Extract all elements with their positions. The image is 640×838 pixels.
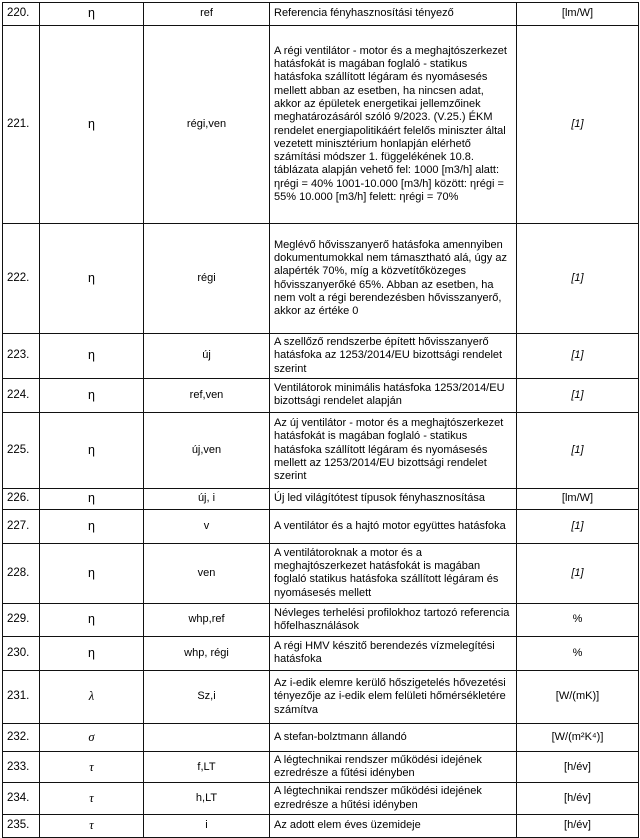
subscript-cell: whp, régi bbox=[143, 635, 270, 671]
subscript-cell: régi,ven bbox=[143, 25, 270, 224]
subscript-cell: Sz,i bbox=[143, 669, 270, 724]
unit-cell: [1] bbox=[516, 411, 639, 489]
row-number-cell: 228. bbox=[2, 542, 40, 604]
description-cell: A szellőző rendszerbe épített hővisszany… bbox=[269, 333, 517, 379]
table-row: 228. η ven A ventilátoroknak a motor és a m… bbox=[2, 542, 639, 604]
unit-cell: % bbox=[516, 602, 639, 637]
description-cell: Az adott elem éves üzemideje bbox=[269, 814, 517, 838]
description-cell: Ventilátorok minimális hatásfoka 1253/20… bbox=[269, 377, 517, 413]
row-number-cell: 223. bbox=[2, 333, 40, 379]
row-number-cell: 230. bbox=[2, 635, 40, 671]
table-row: 227. η v A ventilátor és a hajtó motor együ… bbox=[2, 508, 639, 544]
table-row: 221. η régi,ven A régi ventilátor - motor é… bbox=[2, 25, 639, 224]
symbol-cell: λ bbox=[39, 669, 144, 724]
description-cell: Meglévő hővisszanyerő hatásfoka amennyib… bbox=[269, 223, 517, 334]
symbol-cell: η bbox=[39, 25, 144, 224]
table-row: 232. σ A stefan-bolztmann állandó [W/(m²K⁴)… bbox=[2, 722, 639, 752]
symbol-cell: η bbox=[39, 333, 144, 379]
table-row: 220. η ref Referencia fényhasznosítási tény… bbox=[2, 2, 639, 26]
subscript-cell: új,ven bbox=[143, 411, 270, 489]
table-row: 222. η régi Meglévő hővisszanyerő hatásfoka… bbox=[2, 223, 639, 334]
table-row: 235. τ i Az adott elem éves üzemideje [h/év] bbox=[2, 814, 639, 838]
subscript-cell: f,LT bbox=[143, 750, 270, 784]
subscript-cell: ref bbox=[143, 2, 270, 26]
unit-cell: [h/év] bbox=[516, 782, 639, 816]
row-number-cell: 221. bbox=[2, 25, 40, 224]
row-number-cell: 233. bbox=[2, 750, 40, 784]
unit-cell: % bbox=[516, 635, 639, 671]
table-row: 234. τ h,LT A légtechnikai rendszer működés… bbox=[2, 782, 639, 816]
symbol-cell: η bbox=[39, 542, 144, 604]
table-row: 223. η új A szellőző rendszerbe épített hőv… bbox=[2, 333, 639, 379]
description-cell: Az i-edik elemre kerülő hőszigetelés hőv… bbox=[269, 669, 517, 724]
table-row: 224. η ref,ven Ventilátorok minimális hatás… bbox=[2, 377, 639, 413]
description-cell: A stefan-bolztmann állandó bbox=[269, 722, 517, 752]
subscript-cell: i bbox=[143, 814, 270, 838]
unit-cell: [1] bbox=[516, 508, 639, 544]
symbol-cell: τ bbox=[39, 750, 144, 784]
description-cell: Referencia fényhasznosítási tényező bbox=[269, 2, 517, 26]
symbol-cell: η bbox=[39, 411, 144, 489]
table-row: 231. λ Sz,i Az i-edik elemre kerülő hőszige… bbox=[2, 669, 639, 724]
unit-cell: [1] bbox=[516, 542, 639, 604]
symbol-cell: σ bbox=[39, 722, 144, 752]
description-cell: A légtechnikai rendszer működési idejéne… bbox=[269, 750, 517, 784]
symbol-cell: η bbox=[39, 377, 144, 413]
subscript-cell: ven bbox=[143, 542, 270, 604]
row-number-cell: 234. bbox=[2, 782, 40, 816]
subscript-cell: whp,ref bbox=[143, 602, 270, 637]
subscript-cell: új bbox=[143, 333, 270, 379]
row-number-cell: 226. bbox=[2, 487, 40, 510]
symbol-cell: η bbox=[39, 223, 144, 334]
row-number-cell: 229. bbox=[2, 602, 40, 637]
subscript-cell: ref,ven bbox=[143, 377, 270, 413]
subscript-cell: régi bbox=[143, 223, 270, 334]
description-cell: Új led világítótest típusok fényhasznosí… bbox=[269, 487, 517, 510]
symbol-cell: η bbox=[39, 508, 144, 544]
row-number-cell: 225. bbox=[2, 411, 40, 489]
subscript-cell bbox=[143, 722, 270, 752]
table-row: 229. η whp,ref Névleges terhelési profilokh… bbox=[2, 602, 639, 637]
unit-cell: [W/(mK)] bbox=[516, 669, 639, 724]
row-number-cell: 232. bbox=[2, 722, 40, 752]
description-cell: A régi ventilátor - motor és a meghajtós… bbox=[269, 25, 517, 224]
symbol-cell: η bbox=[39, 602, 144, 637]
unit-cell: [lm/W] bbox=[516, 2, 639, 26]
table-row: 225. η új,ven Az új ventilátor - motor és a… bbox=[2, 411, 639, 489]
symbol-cell: η bbox=[39, 635, 144, 671]
row-number-cell: 222. bbox=[2, 223, 40, 334]
unit-cell: [h/év] bbox=[516, 750, 639, 784]
description-cell: A régi HMV készitő berendezés vízmelegít… bbox=[269, 635, 517, 671]
symbol-cell: τ bbox=[39, 782, 144, 816]
description-cell: Az új ventilátor - motor és a meghajtósz… bbox=[269, 411, 517, 489]
unit-cell: [1] bbox=[516, 377, 639, 413]
table-row: 230. η whp, régi A régi HMV készitő berende… bbox=[2, 635, 639, 671]
symbol-cell: η bbox=[39, 487, 144, 510]
row-number-cell: 220. bbox=[2, 2, 40, 26]
subscript-cell: h,LT bbox=[143, 782, 270, 816]
unit-cell: [lm/W] bbox=[516, 487, 639, 510]
subscript-cell: v bbox=[143, 508, 270, 544]
unit-cell: [1] bbox=[516, 223, 639, 334]
unit-cell: [W/(m²K⁴)] bbox=[516, 722, 639, 752]
symbol-cell: τ bbox=[39, 814, 144, 838]
unit-cell: [1] bbox=[516, 25, 639, 224]
row-number-cell: 227. bbox=[2, 508, 40, 544]
description-cell: A ventilátoroknak a motor és a meghajtós… bbox=[269, 542, 517, 604]
symbol-cell: η bbox=[39, 2, 144, 26]
unit-cell: [h/év] bbox=[516, 814, 639, 838]
subscript-cell: új, i bbox=[143, 487, 270, 510]
table-row: 233. τ f,LT A légtechnikai rendszer működés… bbox=[2, 750, 639, 784]
table-row: 226. η új, i Új led világítótest típusok fé… bbox=[2, 487, 639, 510]
unit-cell: [1] bbox=[516, 333, 639, 379]
description-cell: A légtechnikai rendszer működési idejéne… bbox=[269, 782, 517, 816]
row-number-cell: 235. bbox=[2, 814, 40, 838]
row-number-cell: 224. bbox=[2, 377, 40, 413]
description-cell: Névleges terhelési profilokhoz tartozó r… bbox=[269, 602, 517, 637]
description-cell: A ventilátor és a hajtó motor együttes h… bbox=[269, 508, 517, 544]
row-number-cell: 231. bbox=[2, 669, 40, 724]
